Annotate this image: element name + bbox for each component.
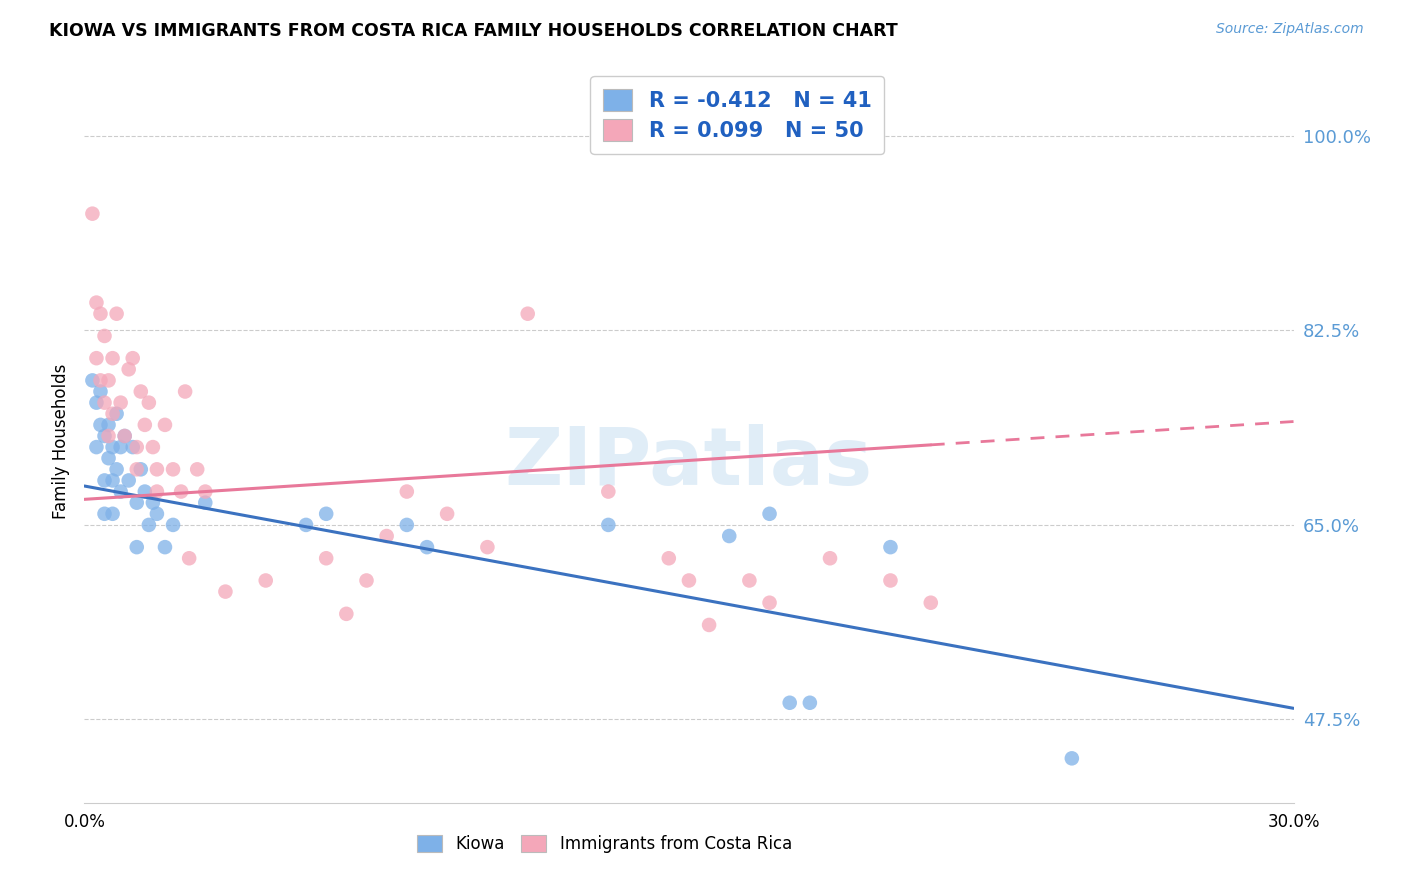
Point xyxy=(356,574,378,588)
Point xyxy=(93,507,115,521)
Point xyxy=(105,407,128,421)
Point xyxy=(146,484,169,499)
Point xyxy=(718,529,741,543)
Point xyxy=(194,496,217,510)
Point xyxy=(125,540,148,554)
Point xyxy=(89,373,111,387)
Point xyxy=(315,551,337,566)
Point xyxy=(254,574,277,588)
Point xyxy=(375,529,398,543)
Point xyxy=(920,596,942,610)
Point xyxy=(697,618,720,632)
Point xyxy=(97,451,120,466)
Point xyxy=(142,440,165,454)
Point xyxy=(82,207,104,221)
Point xyxy=(82,373,104,387)
Text: KIOWA VS IMMIGRANTS FROM COSTA RICA FAMILY HOUSEHOLDS CORRELATION CHART: KIOWA VS IMMIGRANTS FROM COSTA RICA FAMI… xyxy=(49,22,898,40)
Point xyxy=(162,517,184,532)
Point xyxy=(89,307,111,321)
Point xyxy=(110,440,132,454)
Point xyxy=(114,429,136,443)
Point xyxy=(93,429,115,443)
Point xyxy=(129,384,152,399)
Point xyxy=(214,584,236,599)
Point xyxy=(101,407,124,421)
Point xyxy=(105,462,128,476)
Point xyxy=(779,696,801,710)
Point xyxy=(89,417,111,432)
Point xyxy=(799,696,821,710)
Point xyxy=(146,507,169,521)
Point xyxy=(758,507,780,521)
Legend: Kiowa, Immigrants from Costa Rica: Kiowa, Immigrants from Costa Rica xyxy=(411,828,799,860)
Point xyxy=(101,474,124,488)
Point xyxy=(879,540,901,554)
Y-axis label: Family Households: Family Households xyxy=(52,364,70,519)
Point xyxy=(395,517,418,532)
Point xyxy=(134,417,156,432)
Point xyxy=(738,574,761,588)
Point xyxy=(118,474,141,488)
Point xyxy=(194,484,217,499)
Point xyxy=(138,395,160,409)
Point xyxy=(162,462,184,476)
Point xyxy=(598,484,620,499)
Point xyxy=(146,462,169,476)
Point xyxy=(86,395,108,409)
Point xyxy=(101,440,124,454)
Point xyxy=(105,307,128,321)
Point xyxy=(416,540,439,554)
Point xyxy=(110,484,132,499)
Point xyxy=(121,440,143,454)
Point xyxy=(174,384,197,399)
Point xyxy=(315,507,337,521)
Point xyxy=(477,540,499,554)
Point xyxy=(110,395,132,409)
Point xyxy=(97,417,120,432)
Point xyxy=(101,507,124,521)
Point xyxy=(758,596,780,610)
Point xyxy=(101,351,124,366)
Point xyxy=(335,607,357,621)
Point xyxy=(1060,751,1083,765)
Point xyxy=(93,395,115,409)
Point xyxy=(153,540,176,554)
Point xyxy=(142,496,165,510)
Point xyxy=(86,351,108,366)
Point xyxy=(125,462,148,476)
Point xyxy=(97,429,120,443)
Point xyxy=(86,295,108,310)
Point xyxy=(818,551,841,566)
Point xyxy=(89,384,111,399)
Point xyxy=(125,440,148,454)
Point xyxy=(879,574,901,588)
Point xyxy=(153,417,176,432)
Point xyxy=(395,484,418,499)
Point xyxy=(598,517,620,532)
Point xyxy=(114,429,136,443)
Point xyxy=(186,462,208,476)
Point xyxy=(658,551,681,566)
Point xyxy=(138,517,160,532)
Point xyxy=(118,362,141,376)
Point xyxy=(97,373,120,387)
Point xyxy=(516,307,538,321)
Point xyxy=(436,507,458,521)
Point xyxy=(134,484,156,499)
Point xyxy=(93,329,115,343)
Text: ZIPatlas: ZIPatlas xyxy=(505,425,873,502)
Point xyxy=(93,474,115,488)
Point xyxy=(678,574,700,588)
Text: Source: ZipAtlas.com: Source: ZipAtlas.com xyxy=(1216,22,1364,37)
Point xyxy=(129,462,152,476)
Point xyxy=(170,484,193,499)
Point xyxy=(86,440,108,454)
Point xyxy=(125,496,148,510)
Point xyxy=(179,551,201,566)
Point xyxy=(295,517,318,532)
Point xyxy=(121,351,143,366)
